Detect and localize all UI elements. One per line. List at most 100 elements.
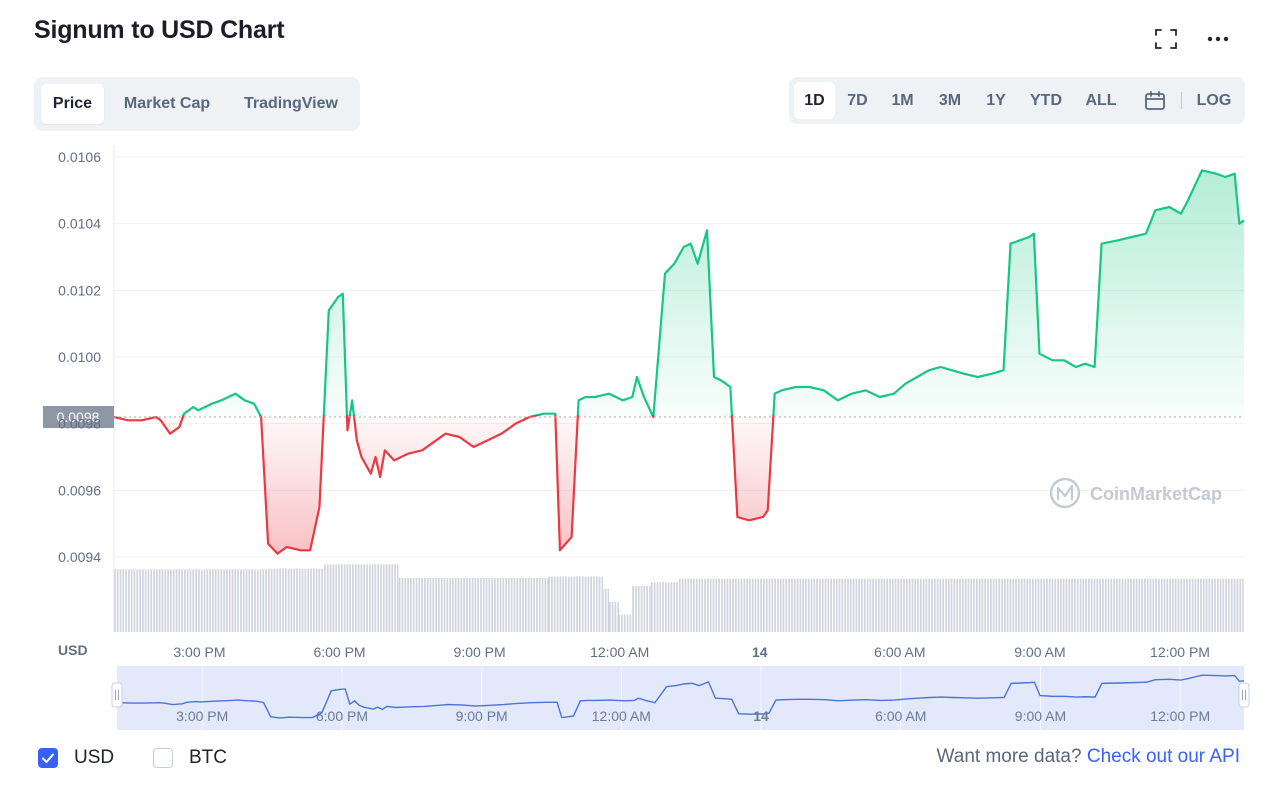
volume-bar [827,578,830,632]
range-divider [1181,92,1182,109]
volume-bar [777,578,779,632]
volume-bar [474,578,477,632]
volume-bar [1183,578,1185,632]
volume-bar [231,569,234,632]
volume-bar [1214,578,1216,632]
volume-bar [1032,578,1034,632]
navigator-left-handle[interactable] [111,682,123,708]
navigator-tick-label: 6:00 AM [875,708,926,724]
volume-bar [559,576,562,632]
volume-bar [282,568,284,632]
volume-bar [1079,578,1082,632]
legend-btc[interactable]: BTC [153,746,243,770]
volume-bar [1037,578,1040,632]
volume-bar [443,578,446,632]
range-7d-button[interactable]: 7D [847,92,868,109]
volume-bar [989,578,992,632]
navigator-right-handle[interactable] [1238,682,1250,708]
volume-bar [931,578,933,632]
volume-bar [590,576,592,632]
range-1y-button[interactable]: 1Y [986,92,1006,109]
volume-bar [847,578,849,632]
volume-bar [662,582,664,632]
volume-bar [242,569,245,632]
volume-bar [732,578,734,632]
volume-bar [1023,578,1026,632]
x-tick-label: 3:00 PM [173,644,225,660]
volume-bar [656,582,659,632]
volume-bar [1085,578,1087,632]
volume-bar [1015,578,1017,632]
volume-bar [363,564,366,632]
volume-bar [349,564,352,632]
date-picker-button[interactable] [1143,89,1167,113]
volume-bar [1194,578,1197,632]
volume-bar [170,569,172,632]
tab-tradingview[interactable]: TradingView [244,95,338,112]
volume-bar [485,578,488,632]
volume-bar [312,568,315,632]
volume-bar [1239,578,1242,632]
log-scale-button[interactable]: LOG [1196,92,1232,109]
volume-bar [212,569,214,632]
volume-bar [869,578,872,632]
volume-bar [838,578,841,632]
volume-bar [1130,578,1132,632]
volume-bar [664,582,667,632]
volume-bar [861,578,863,632]
volume-bar [449,578,451,632]
volume-bar [866,578,869,632]
volume-bar [693,578,695,632]
navigator-tick-label: 12:00 PM [1150,708,1210,724]
volume-bar [516,578,519,632]
volume-bar [209,569,211,632]
volume-bar [217,569,220,632]
btc-checkbox[interactable] [153,748,173,768]
more-horizontal-icon [1207,36,1229,42]
range-1m-button[interactable]: 1M [891,92,914,109]
volume-bar [1048,578,1051,632]
usd-checkbox[interactable] [38,748,58,768]
range-all-button[interactable]: ALL [1085,92,1117,109]
volume-bar [950,578,953,632]
volume-bar [175,569,178,632]
volume-bar [426,578,429,632]
volume-bar [265,569,267,632]
tab-price[interactable]: Price [41,84,104,124]
page-title: Signum to USD Chart [34,16,285,44]
volume-bar [394,564,396,632]
volume-bar [1034,578,1037,632]
range-ytd-button[interactable]: YTD [1030,92,1062,109]
volume-bar [270,568,273,632]
volume-bar [544,578,547,632]
volume-bar [1230,578,1233,632]
volume-bar [760,578,762,632]
y-tick-label: 0.0106 [58,149,101,165]
x-tick-label: 9:00 PM [454,644,506,660]
volume-bar [1141,578,1143,632]
volume-bar [1211,578,1214,632]
volume-bar [1233,578,1236,632]
volume-bar [757,578,760,632]
volume-bar [1006,578,1009,632]
tab-market-cap[interactable]: Market Cap [123,95,211,112]
volume-bar [1107,578,1110,632]
volume-bar [524,578,527,632]
volume-bar [816,578,818,632]
volume-bar [1225,578,1228,632]
range-3m-button[interactable]: 3M [938,92,962,109]
volume-bar [872,578,875,632]
volume-bar [150,569,153,632]
fullscreen-button[interactable] [1152,26,1180,52]
range-1d-button[interactable]: 1D [794,82,835,119]
legend-usd[interactable]: USD [38,746,128,770]
volume-bar [779,578,782,632]
legend-usd-label: USD [74,747,115,768]
volume-bar [536,578,538,632]
volume-bar [262,569,265,632]
volume-bar [852,578,855,632]
api-link[interactable]: Check out our API [1086,746,1240,767]
volume-bar [1186,578,1188,632]
more-options-button[interactable] [1204,26,1232,52]
price-chart[interactable]: 0.0098 CoinMarketCap 0.0106 0.0104 0.0102 0.… [0,0,1280,740]
